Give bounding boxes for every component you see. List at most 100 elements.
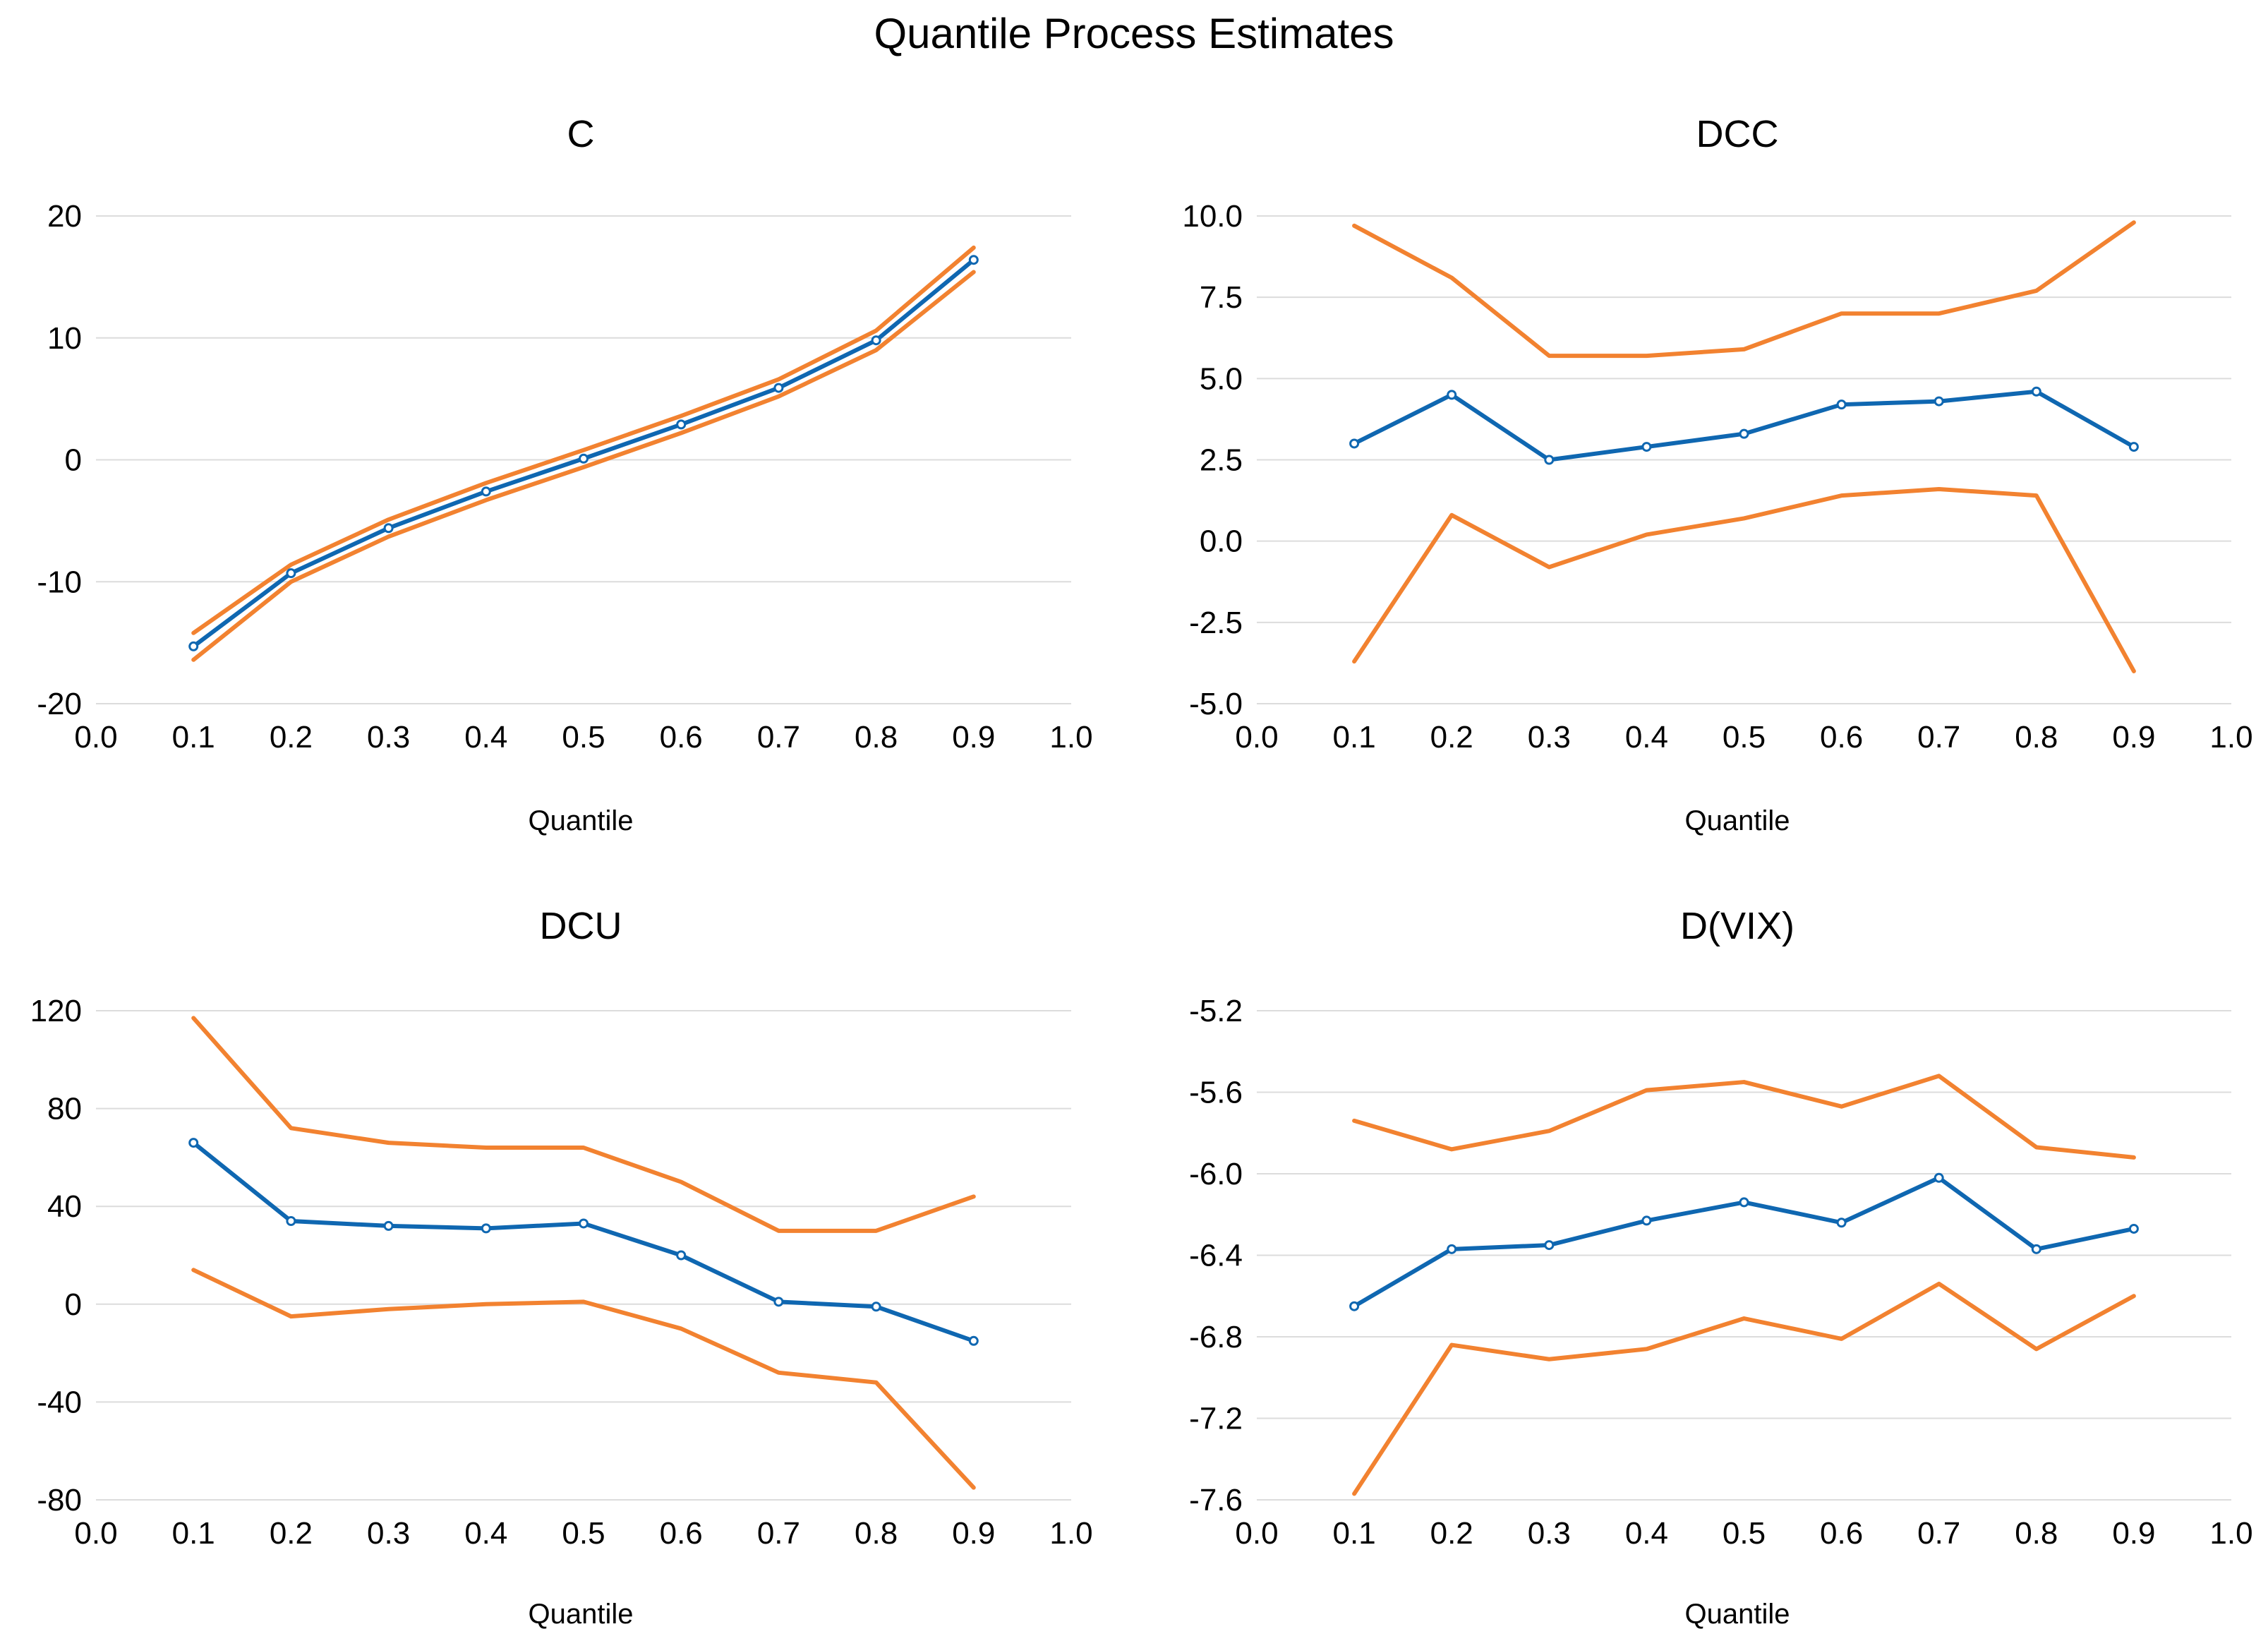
dcc-xtick-label: 1.0	[2209, 720, 2252, 755]
dcu-estimate-point	[579, 1218, 589, 1229]
dcu-xtick-label: 0.7	[757, 1516, 800, 1551]
dvix-ytick-label: -6.0	[1189, 1157, 1243, 1191]
dvix-estimate-point	[1447, 1244, 1457, 1254]
c-estimate-point	[481, 486, 491, 497]
dcc-estimate-point	[1447, 390, 1457, 400]
dvix-xtick-label: 0.5	[1723, 1516, 1766, 1551]
c-ytick-label: 20	[47, 199, 82, 234]
dvix-ytick-label: -6.8	[1189, 1320, 1243, 1354]
dvix-xtick-label: 0.4	[1625, 1516, 1668, 1551]
figure-title: Quantile Process Estimates	[874, 10, 1394, 57]
dcu-ytick-label: 80	[47, 1092, 82, 1126]
dcu-xtick-label: 0.3	[367, 1516, 410, 1551]
c-xtick-label: 0.6	[660, 720, 703, 755]
dcc-estimate-point	[1544, 455, 1555, 465]
c-xtick-label: 0.4	[464, 720, 507, 755]
dvix-upper-band-line	[1352, 1074, 2136, 1160]
panel-dcu-plot: -80 -40 0 40 80 120 0.0 0.1 0.2 0.3 0.4 0.5 0.6 0.7 0.…	[30, 994, 1093, 1551]
dcu-xtick-label: 0.5	[562, 1516, 605, 1551]
c-ytick-label: -10	[37, 565, 82, 599]
dcc-xtick-label: 0.5	[1723, 720, 1766, 755]
panel-dcc: DCC -5.0 -2.5 0.0 2.5 5.0 7.5 10.0 0.0 0.1 0.2 0.3…	[1182, 113, 2252, 836]
dcu-estimate-point	[676, 1250, 687, 1261]
dvix-ytick-label: -5.2	[1189, 994, 1243, 1028]
c-ytick-label: 0	[65, 443, 82, 478]
c-upper-band-line	[191, 245, 976, 635]
c-estimate-point	[871, 335, 881, 346]
dcc-estimate-point	[1349, 438, 1360, 449]
c-xtick-label: 0.9	[952, 720, 995, 755]
dcc-xtick-label: 0.8	[2015, 720, 2058, 755]
dvix-estimate-point	[1836, 1218, 1847, 1228]
panel-dcc-title: DCC	[1696, 113, 1779, 155]
dcc-ytick-label: 2.5	[1200, 443, 1243, 478]
dcc-xtick-label: 0.7	[1917, 720, 1960, 755]
dcc-estimate-point	[2031, 386, 2041, 397]
panel-dcc-plot: -5.0 -2.5 0.0 2.5 5.0 7.5 10.0 0.0 0.1 0.2 0.3 0.4 0…	[1182, 199, 2252, 755]
dvix-estimate-point	[1739, 1197, 1749, 1208]
dvix-ytick-label: -7.6	[1189, 1483, 1243, 1517]
dvix-estimate-point	[2031, 1244, 2041, 1254]
panel-c-title: C	[567, 113, 595, 155]
dvix-xtick-label: 0.3	[1528, 1516, 1571, 1551]
dcu-estimate-point	[773, 1297, 784, 1307]
dvix-ytick-label: -6.4	[1189, 1239, 1243, 1273]
dcu-estimate-point	[481, 1223, 491, 1234]
dcu-xtick-label: 0.0	[74, 1516, 117, 1551]
c-xtick-label: 0.3	[367, 720, 410, 755]
dcu-ytick-label: -80	[37, 1483, 82, 1517]
c-estimate-point	[286, 568, 296, 579]
panel-dvix: D(VIX) -7.6 -7.2 -6.8 -6.4 -6.0 -5.6 -5.2 0.0 0.…	[1189, 905, 2252, 1630]
dcc-ytick-label: -5.0	[1189, 687, 1243, 721]
dvix-xtick-label: 0.7	[1917, 1516, 1960, 1551]
dvix-xtick-label: 0.2	[1430, 1516, 1473, 1551]
dcc-xtick-label: 0.6	[1820, 720, 1863, 755]
dcc-ytick-label: 7.5	[1200, 280, 1243, 315]
dvix-estimate-point	[1544, 1240, 1555, 1251]
dcu-estimate-point	[188, 1138, 199, 1148]
dcu-xtick-label: 0.4	[464, 1516, 507, 1551]
c-xtick-label: 0.7	[757, 720, 800, 755]
dcu-xtick-label: 0.6	[660, 1516, 703, 1551]
dcu-xtick-label: 0.2	[270, 1516, 313, 1551]
c-xtick-label: 0.5	[562, 720, 605, 755]
dvix-xtick-label: 0.9	[2112, 1516, 2155, 1551]
dcu-upper-band-line	[191, 1016, 976, 1233]
dcu-estimate-point	[871, 1302, 881, 1312]
dcc-xtick-label: 0.2	[1430, 720, 1473, 755]
dcu-xtick-label: 0.1	[172, 1516, 215, 1551]
c-xtick-label: 0.0	[74, 720, 117, 755]
dvix-xtick-label: 0.8	[2015, 1516, 2058, 1551]
panel-dvix-title: D(VIX)	[1680, 905, 1795, 947]
dcu-ytick-label: 0	[65, 1287, 82, 1322]
dcc-estimate-point	[1739, 428, 1749, 439]
c-ytick-label: -20	[37, 687, 82, 721]
dcu-ytick-label: 120	[30, 994, 82, 1028]
dcu-estimate-point	[968, 1335, 979, 1346]
c-estimate-point	[383, 523, 394, 534]
dvix-estimate-point	[1934, 1172, 1944, 1183]
dcu-ytick-label: 40	[47, 1189, 82, 1224]
dcc-ytick-label: 10.0	[1182, 199, 1243, 234]
dcc-lower-band-line	[1352, 486, 2136, 673]
c-xtick-label: 0.8	[855, 720, 898, 755]
dvix-xtick-label: 0.6	[1820, 1516, 1863, 1551]
panel-dvix-xlabel: Quantile	[1685, 1599, 1790, 1630]
dcc-estimate-point	[1934, 396, 1944, 407]
dcc-xtick-label: 0.3	[1528, 720, 1571, 755]
dvix-ytick-label: -7.2	[1189, 1402, 1243, 1436]
dcc-ytick-label: 5.0	[1200, 361, 1243, 396]
panel-c-xlabel: Quantile	[529, 805, 634, 836]
dcc-xtick-label: 0.1	[1333, 720, 1376, 755]
dcu-xtick-label: 1.0	[1049, 1516, 1092, 1551]
dvix-xtick-label: 1.0	[2209, 1516, 2252, 1551]
dcu-lower-band-line	[191, 1268, 976, 1490]
dcu-estimate-point	[383, 1220, 394, 1231]
panel-dvix-plot: -7.6 -7.2 -6.8 -6.4 -6.0 -5.6 -5.2 0.0 0.1 0.2 0.3…	[1189, 994, 2252, 1551]
c-xtick-label: 1.0	[1049, 720, 1092, 755]
panel-c: C -20 -10 0 10 20 0.0 0.1 0.2 0.3 0.4 0.5 0.6 0.7 0.8…	[37, 113, 1092, 836]
dcu-xtick-label: 0.9	[952, 1516, 995, 1551]
c-estimate-point	[188, 641, 199, 651]
